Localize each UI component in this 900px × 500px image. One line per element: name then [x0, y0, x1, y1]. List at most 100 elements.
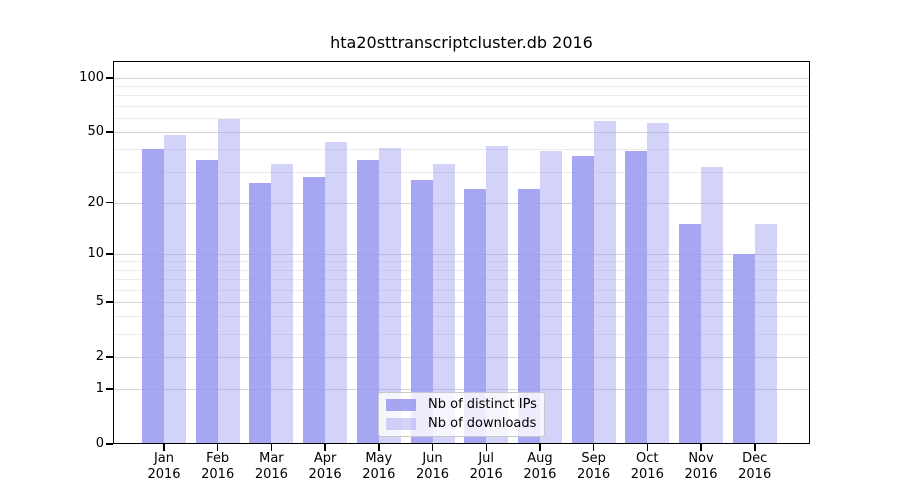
x-tick-mark [592, 444, 595, 451]
major-gridline [113, 356, 810, 358]
bar-distinct-ips-dec [732, 253, 755, 444]
y-tick-label: 1 [95, 381, 104, 396]
x-tick-label: Nov 2016 [671, 451, 731, 483]
y-tick-mark [106, 388, 113, 390]
x-tick-month: Jan [153, 451, 175, 466]
x-tick-label: Jan 2016 [134, 451, 194, 483]
bar-downloads-dec [754, 224, 777, 444]
minor-gridline [113, 171, 810, 173]
major-gridline [113, 301, 810, 303]
y-tick-mark [106, 356, 113, 358]
y-tick-mark [106, 443, 113, 445]
x-tick-month: Dec [742, 451, 768, 466]
bar-downloads-jan [164, 135, 186, 444]
bar-downloads-nov [701, 166, 723, 444]
y-tick-label: 20 [87, 194, 104, 210]
bar-distinct-ips-nov [679, 224, 701, 444]
legend-item-downloads: Nb of downloads [379, 416, 544, 432]
x-tick-label: Apr 2016 [295, 451, 355, 483]
x-tick-month: May [365, 451, 393, 466]
bar-distinct-ips-sep [571, 155, 594, 444]
bar-downloads-oct [647, 123, 670, 444]
minor-gridline [113, 86, 810, 88]
y-tick-label: 0 [95, 436, 104, 451]
bar-distinct-ips-jul [464, 188, 487, 444]
bar-distinct-ips-jun [410, 179, 433, 444]
bar-downloads-aug [539, 151, 562, 444]
x-tick-label: Jun 2016 [403, 451, 463, 483]
x-tick-label: Mar 2016 [241, 451, 301, 483]
x-tick-year: 2016 [577, 467, 611, 482]
legend-swatch-distinct-ips [386, 399, 416, 412]
bar-downloads-jun [432, 164, 455, 444]
gridline-layer [113, 61, 810, 444]
bar-downloads-feb [217, 119, 240, 444]
minor-gridline [113, 117, 810, 119]
x-tick-label: May 2016 [349, 451, 409, 483]
y-tick-label: 50 [87, 124, 104, 140]
x-tick-label: Sep 2016 [564, 451, 624, 483]
legend-item-distinct-ips: Nb of distinct IPs [379, 397, 544, 413]
x-tick-mark [539, 444, 541, 451]
bar-distinct-ips-aug [517, 188, 540, 444]
x-tick-mark [378, 444, 380, 451]
bar-distinct-ips-may [356, 159, 379, 444]
minor-gridline [113, 279, 810, 281]
x-tick-label: Dec 2016 [725, 451, 785, 483]
x-tick-mark [754, 444, 756, 451]
bar-distinct-ips-mar [249, 182, 272, 444]
plot-area [113, 61, 810, 444]
y-tick-mark [106, 301, 113, 303]
x-tick-month: Mar [259, 451, 284, 466]
x-tick-year: 2016 [201, 467, 235, 482]
x-tick-mark [646, 444, 648, 451]
y-tick-mark [106, 77, 113, 79]
y-tick-mark [106, 253, 113, 255]
x-tick-mark [700, 444, 702, 451]
x-tick-year: 2016 [254, 467, 288, 482]
bar-downloads-sep [593, 120, 616, 444]
minor-gridline [113, 95, 810, 97]
x-tick-month: Feb [206, 451, 230, 466]
major-gridline [113, 202, 810, 204]
bar-downloads-apr [325, 142, 348, 444]
x-tick-year: 2016 [684, 467, 718, 482]
x-tick-year: 2016 [469, 467, 503, 482]
bar-downloads-may [378, 147, 401, 444]
legend: Nb of distinct IPs Nb of downloads [378, 392, 545, 437]
legend-label-downloads: Nb of downloads [428, 415, 537, 431]
x-tick-mark [270, 444, 273, 451]
x-tick-year: 2016 [147, 467, 181, 482]
y-tick-label: 100 [79, 69, 104, 85]
y-tick-label: 5 [95, 293, 104, 309]
bar-distinct-ips-apr [303, 176, 326, 444]
bar-downloads-jul [486, 145, 509, 444]
major-gridline [113, 132, 810, 134]
x-tick-month: Jun [422, 451, 443, 466]
x-tick-mark [324, 444, 326, 451]
bar-distinct-ips-oct [625, 151, 648, 444]
legend-swatch-downloads [386, 417, 416, 430]
bar-distinct-ips-jan [142, 149, 164, 444]
x-tick-mark [216, 444, 219, 451]
x-tick-month: Apr [313, 451, 337, 466]
x-tick-mark [485, 444, 487, 451]
x-tick-month: Aug [527, 451, 553, 466]
x-tick-year: 2016 [523, 467, 557, 482]
y-tick-mark [106, 131, 113, 133]
x-tick-year: 2016 [738, 467, 772, 482]
x-tick-label: Aug 2016 [510, 451, 570, 483]
major-gridline [113, 77, 810, 79]
minor-gridline [113, 149, 810, 151]
x-tick-year: 2016 [308, 467, 342, 482]
y-tick-label: 2 [95, 348, 104, 364]
x-tick-label: Jul 2016 [456, 451, 516, 483]
x-tick-month: Nov [688, 451, 714, 466]
x-tick-mark [163, 444, 165, 451]
x-tick-label: Oct 2016 [617, 451, 677, 483]
x-tick-month: Jul [478, 451, 495, 466]
minor-gridline [113, 105, 810, 107]
x-tick-year: 2016 [415, 467, 450, 482]
x-tick-year: 2016 [362, 467, 396, 482]
